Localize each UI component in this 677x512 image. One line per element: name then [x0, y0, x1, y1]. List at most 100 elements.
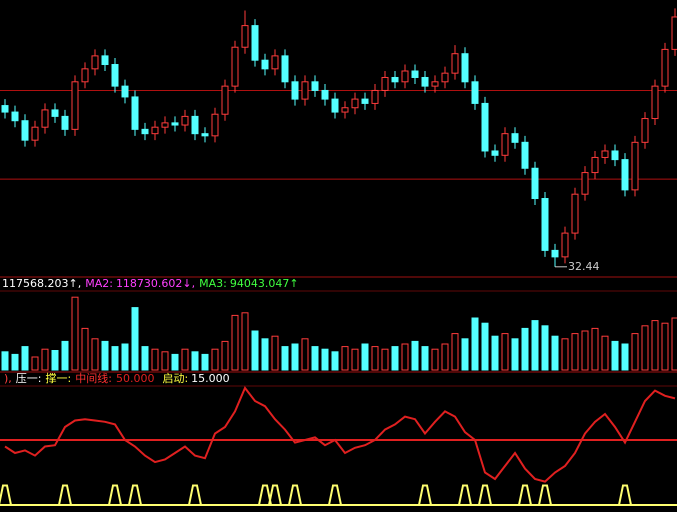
candle-body	[371, 89, 379, 104]
candle-body	[571, 193, 579, 234]
start-pulse	[458, 484, 472, 506]
candle-body	[211, 113, 219, 137]
volume-bar	[601, 335, 609, 371]
volume-bar	[481, 322, 489, 371]
candle-body	[41, 109, 49, 128]
volume-bar	[361, 343, 369, 371]
legend-entry: 中间线:	[75, 371, 112, 385]
volume-bar	[51, 350, 59, 371]
volume-bar	[331, 351, 339, 371]
volume-bar	[71, 296, 79, 371]
volume-bar	[201, 353, 209, 371]
start-pulse	[0, 484, 12, 506]
candle-body	[341, 107, 349, 113]
candle-body	[541, 198, 549, 251]
volume-bar	[371, 346, 379, 371]
volume-bar	[1, 351, 9, 371]
readout-trend: ↑	[289, 277, 298, 290]
volume-bar	[651, 320, 659, 371]
volume-readout: 117568.203↑, MA2: 118730.602↓, MA3: 94043.04…	[2, 277, 299, 290]
volume-bar	[11, 353, 19, 371]
candle-body	[581, 172, 589, 195]
volume-bar	[221, 340, 229, 371]
volume-bar	[631, 333, 639, 371]
candle-body	[651, 85, 659, 120]
candle-body	[1, 105, 9, 113]
volume-bar	[171, 353, 179, 371]
candle-body	[391, 76, 399, 83]
volume-bar	[541, 325, 549, 371]
candle-body	[441, 72, 449, 83]
candle-body	[141, 128, 149, 135]
candle-body	[331, 98, 339, 113]
low-label: 32.44	[568, 260, 600, 273]
volume-bar	[551, 335, 559, 371]
volume-bar	[531, 320, 539, 371]
volume-bar	[661, 322, 669, 371]
volume-bar	[621, 343, 629, 371]
candle-body	[621, 159, 629, 191]
readout-value: 118730.602	[116, 277, 182, 290]
candle-body	[381, 76, 389, 91]
volume-bar	[321, 348, 329, 371]
volume-bar	[381, 348, 389, 371]
candle-body	[491, 150, 499, 156]
start-pulse	[478, 484, 492, 506]
volume-bar	[251, 330, 259, 371]
volume-bar	[241, 312, 249, 371]
volume-bar	[341, 346, 349, 371]
candle-body	[531, 167, 539, 200]
candle-body	[661, 48, 669, 87]
volume-bar	[441, 343, 449, 371]
indicator-legend: ), 压一: 撑一: 中间线: 50.000 启动: 15.000	[4, 371, 230, 385]
volume-bar	[581, 330, 589, 371]
candle-body	[181, 115, 189, 126]
candle-body	[201, 133, 209, 137]
candle-body	[401, 70, 409, 83]
candle-body	[191, 115, 199, 135]
candle-body	[161, 122, 169, 128]
start-value: 15.000	[191, 372, 230, 385]
start-pulse	[128, 484, 142, 506]
candle-body	[421, 76, 429, 87]
candle-body	[481, 102, 489, 152]
candle-body	[591, 156, 599, 174]
candle-body	[561, 232, 569, 258]
start-pulse	[258, 484, 272, 506]
volume-bar	[491, 335, 499, 371]
candle-body	[351, 98, 359, 109]
volume-bar	[641, 325, 649, 371]
candle-body	[11, 111, 19, 122]
candle-body	[521, 141, 529, 169]
start-pulse	[418, 484, 432, 506]
candle-body	[171, 122, 179, 126]
volume-bar	[231, 314, 239, 371]
candle-body	[281, 55, 289, 83]
volume-bar	[301, 338, 309, 371]
volume-bar	[261, 338, 269, 371]
start-pulse	[538, 484, 552, 506]
candle-body	[361, 98, 369, 104]
candle-body	[511, 133, 519, 143]
volume-bar	[161, 351, 169, 371]
candle-body	[261, 59, 269, 70]
readout-name: MA2:	[85, 277, 113, 290]
volume-bar	[91, 338, 99, 371]
volume-bar	[61, 340, 69, 371]
candle-body	[91, 55, 99, 70]
volume-bar	[561, 338, 569, 371]
volume-bar	[31, 356, 39, 371]
candle-body	[311, 81, 319, 91]
volume-bar	[521, 327, 529, 371]
start-pulse	[288, 484, 302, 506]
start-pulse	[328, 484, 342, 506]
volume-bar	[571, 333, 579, 371]
candle-body	[81, 68, 89, 83]
candle-body	[461, 53, 469, 83]
volume-bar	[411, 340, 419, 371]
candle-body	[501, 133, 509, 156]
volume-bar	[351, 348, 359, 371]
volume-bar	[141, 346, 149, 371]
volume-bar	[121, 343, 129, 371]
